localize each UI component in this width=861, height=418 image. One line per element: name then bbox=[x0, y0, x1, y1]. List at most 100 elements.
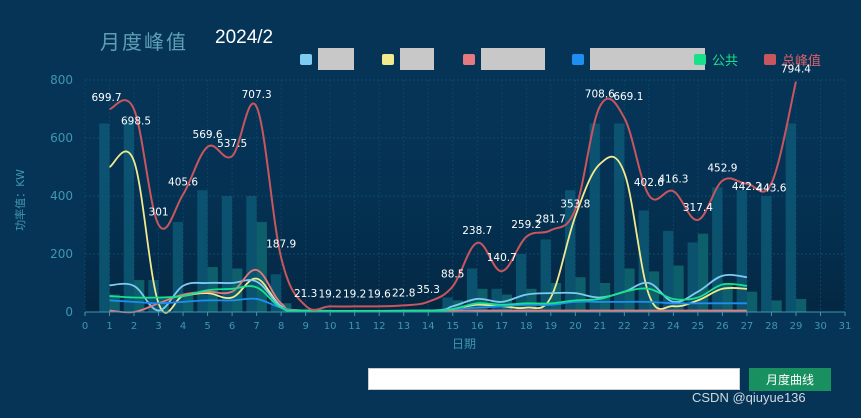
data-label: 443.6 bbox=[756, 182, 786, 194]
x-tick-label: 25 bbox=[692, 321, 705, 332]
bar-a bbox=[393, 310, 404, 312]
bar-b bbox=[354, 310, 365, 312]
data-label: 452.9 bbox=[707, 163, 737, 175]
month-label: 2024/2 bbox=[215, 27, 274, 48]
legend-item[interactable] bbox=[382, 47, 434, 71]
y-tick-label: 800 bbox=[50, 73, 73, 87]
bar-a bbox=[295, 310, 306, 312]
bar-a bbox=[344, 310, 355, 312]
legend-swatch bbox=[572, 53, 584, 65]
series-line bbox=[109, 81, 797, 311]
legend-label-redacted bbox=[400, 48, 434, 70]
x-tick-label: 16 bbox=[471, 321, 484, 332]
bar-b bbox=[281, 303, 292, 312]
legend-swatch bbox=[463, 53, 475, 65]
x-tick-label: 4 bbox=[180, 321, 186, 332]
bar-b bbox=[134, 280, 145, 312]
bar-a bbox=[368, 310, 380, 312]
data-label: 669.1 bbox=[613, 91, 643, 103]
x-tick-label: 10 bbox=[324, 321, 337, 332]
chart-title: 月度峰值 bbox=[100, 30, 188, 54]
legend-label-redacted bbox=[590, 48, 705, 70]
bar-a bbox=[589, 123, 600, 312]
bar-b bbox=[379, 310, 390, 312]
watermark: CSDN @qiuyue136 bbox=[692, 390, 806, 405]
x-tick-label: 13 bbox=[397, 321, 410, 332]
legend-item[interactable] bbox=[300, 47, 354, 71]
x-axis-label: 日期 bbox=[452, 337, 476, 351]
bar-a bbox=[663, 230, 674, 312]
bar-a bbox=[197, 190, 208, 312]
legend-item[interactable] bbox=[463, 47, 545, 71]
bar-a bbox=[540, 239, 551, 312]
bar-b bbox=[722, 283, 733, 312]
monthly-curve-button[interactable]: 月度曲线 bbox=[749, 368, 831, 391]
bar-b bbox=[501, 294, 513, 312]
legend-label: 公共 bbox=[712, 53, 739, 69]
y-tick-label: 600 bbox=[50, 131, 73, 145]
legend-swatch bbox=[694, 53, 706, 65]
series-line bbox=[109, 297, 747, 312]
data-label: 301 bbox=[149, 207, 169, 219]
bar-b bbox=[648, 271, 660, 312]
x-tick-label: 9 bbox=[302, 321, 308, 332]
bar-a bbox=[785, 123, 796, 312]
bar-a bbox=[515, 254, 527, 312]
data-label: 19.2 bbox=[318, 288, 341, 300]
data-label: 259.2 bbox=[511, 219, 541, 231]
bar-a bbox=[614, 123, 625, 312]
legend: 公共 总峰值 bbox=[300, 47, 840, 71]
x-tick-label: 0 bbox=[82, 321, 88, 332]
data-label: 281.7 bbox=[536, 213, 566, 225]
data-label: 317.4 bbox=[683, 202, 713, 214]
x-tick-label: 21 bbox=[593, 321, 606, 332]
bar-b bbox=[599, 283, 611, 312]
data-label: 442.2 bbox=[732, 181, 762, 193]
series-line bbox=[109, 273, 748, 313]
bar-b bbox=[526, 288, 537, 312]
x-tick-label: 1 bbox=[106, 321, 112, 332]
bar-b bbox=[428, 310, 439, 312]
x-tick-label: 17 bbox=[495, 321, 508, 332]
data-label: 22.8 bbox=[392, 287, 415, 299]
x-tick-label: 24 bbox=[667, 321, 680, 332]
legend-swatch bbox=[764, 53, 776, 65]
bar-a bbox=[565, 190, 576, 312]
y-tick-label: 200 bbox=[50, 247, 73, 261]
data-label: 35.3 bbox=[417, 284, 440, 296]
bar-a bbox=[761, 196, 772, 312]
legend-item-public[interactable]: 公共 bbox=[694, 47, 738, 71]
x-tick-label: 3 bbox=[155, 321, 161, 332]
bar-a bbox=[442, 297, 453, 312]
bar-a bbox=[246, 196, 257, 312]
bar-b bbox=[158, 297, 169, 312]
data-label: 140.7 bbox=[487, 252, 517, 264]
date-input[interactable] bbox=[368, 368, 740, 390]
data-label: 88.5 bbox=[441, 268, 464, 280]
x-tick-label: 31 bbox=[839, 321, 852, 332]
x-tick-label: 7 bbox=[253, 321, 259, 332]
x-tick-label: 28 bbox=[765, 321, 778, 332]
legend-label: 总峰值 bbox=[782, 53, 822, 69]
x-tick-label: 20 bbox=[569, 321, 582, 332]
data-label: 698.5 bbox=[121, 115, 151, 127]
legend-item-total[interactable]: 总峰值 bbox=[764, 47, 821, 71]
data-label: 405.6 bbox=[168, 176, 198, 188]
plot-background bbox=[85, 80, 845, 312]
data-label: 537.5 bbox=[217, 138, 247, 150]
legend-item[interactable] bbox=[572, 47, 705, 71]
legend-swatch bbox=[382, 53, 394, 65]
bar-a bbox=[99, 123, 110, 312]
bar-b bbox=[550, 283, 562, 312]
bar-b bbox=[771, 300, 782, 312]
legend-label-redacted bbox=[318, 48, 354, 70]
bar-b bbox=[746, 291, 758, 312]
bar-b bbox=[673, 265, 684, 312]
bar-b bbox=[207, 267, 218, 312]
data-label: 699.7 bbox=[91, 92, 121, 104]
legend-label-redacted bbox=[481, 48, 545, 70]
series-line bbox=[109, 282, 748, 312]
bar-b bbox=[256, 222, 267, 312]
bar-b bbox=[575, 277, 586, 312]
x-tick-label: 6 bbox=[229, 321, 235, 332]
